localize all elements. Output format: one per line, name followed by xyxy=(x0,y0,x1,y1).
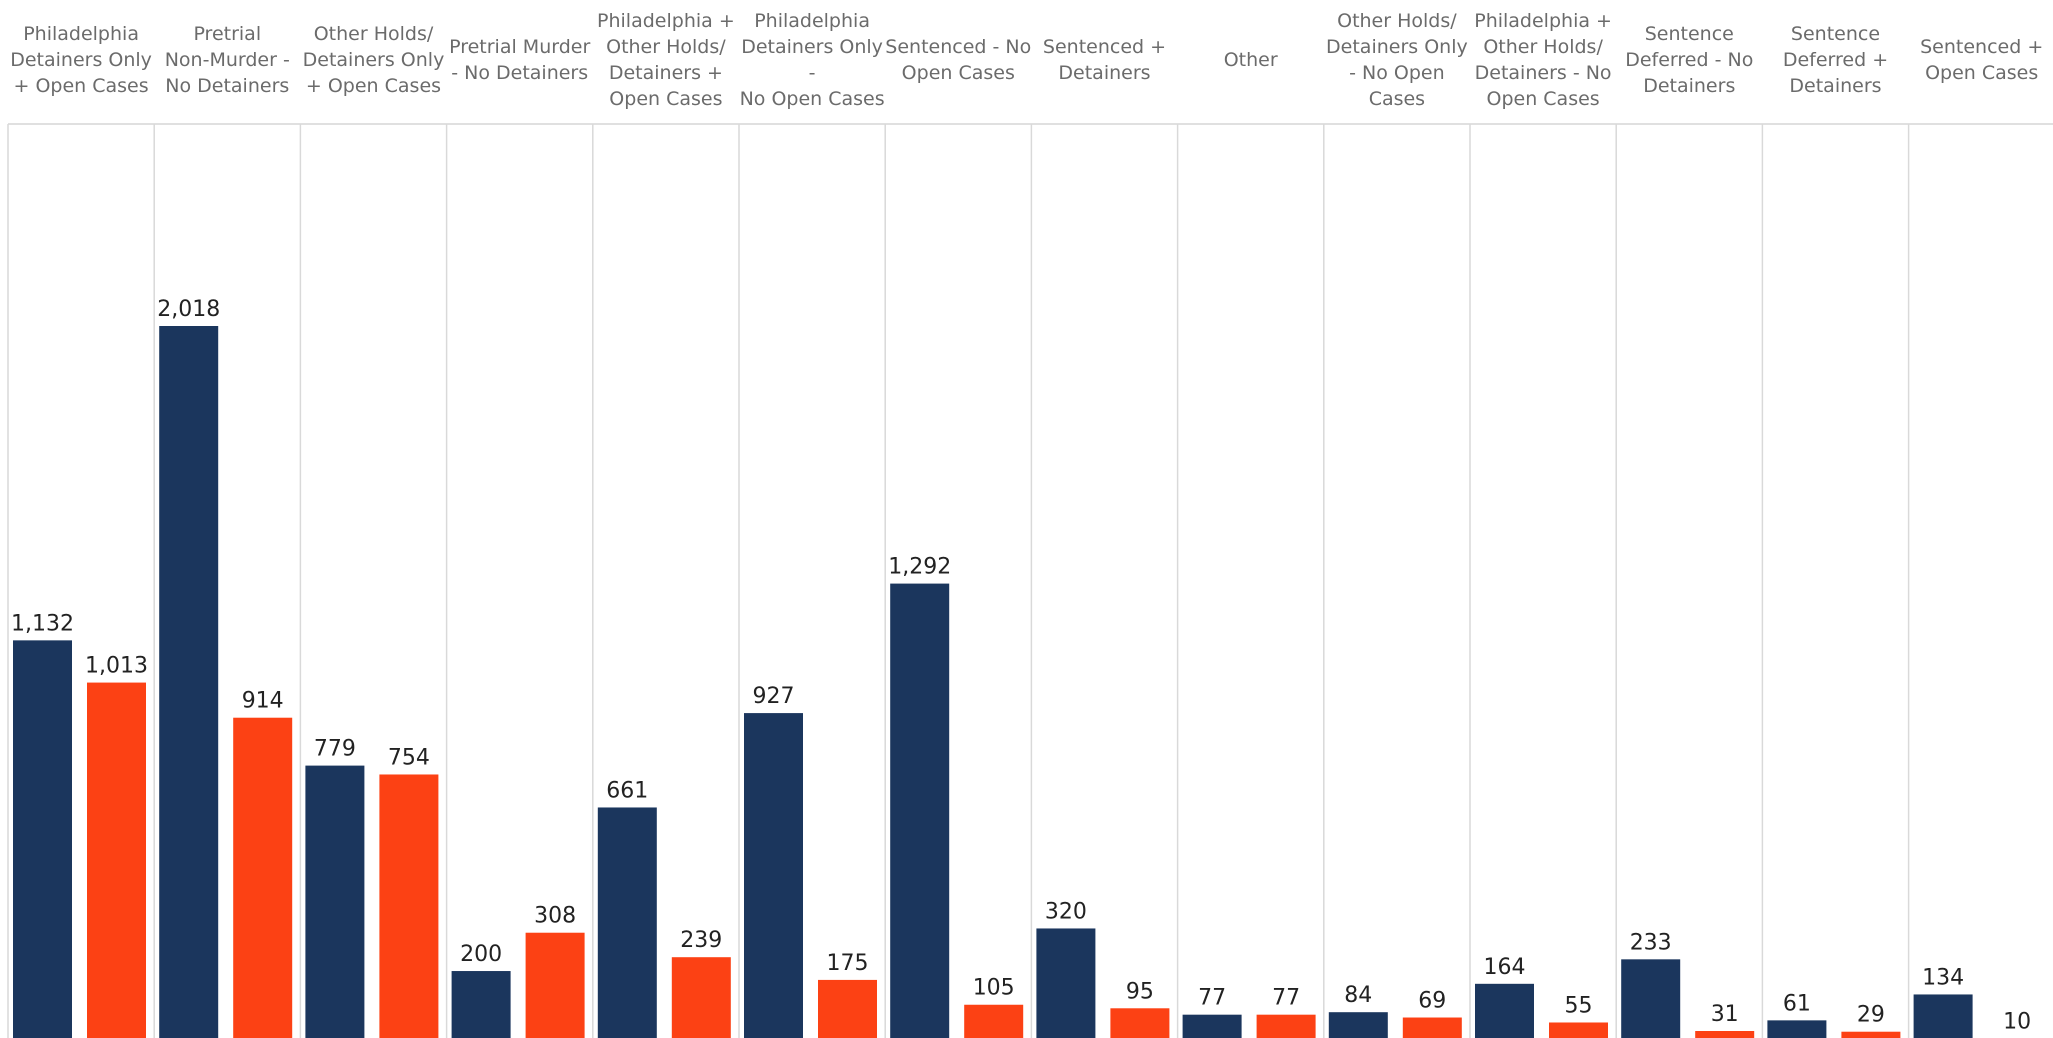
category-header: Sentence Deferred - No Detainers xyxy=(1616,0,1762,120)
bar xyxy=(1841,1031,1901,1038)
bar xyxy=(818,979,877,1038)
category-header: Other Holds/ Detainers Only - No Open Ca… xyxy=(1324,0,1470,120)
data-label: 239 xyxy=(680,928,722,953)
data-label: 2,018 xyxy=(157,297,220,322)
data-label: 308 xyxy=(534,904,576,929)
bar xyxy=(1256,1014,1316,1038)
bar xyxy=(525,932,585,1038)
data-label: 1,132 xyxy=(11,611,74,636)
bar xyxy=(964,1004,1024,1038)
category-header: Philadelphia + Other Holds/ Detainers - … xyxy=(1470,0,1616,120)
category-label: Philadelphia + Other Holds/ Detainers + … xyxy=(597,10,735,110)
data-label: 69 xyxy=(1418,989,1446,1014)
category-label: Sentence Deferred - No Detainers xyxy=(1625,23,1754,97)
data-label: 200 xyxy=(460,942,502,967)
category-header: Philadelphia + Other Holds/ Detainers + … xyxy=(593,0,739,120)
data-label: 754 xyxy=(388,745,430,770)
bar xyxy=(1036,928,1096,1038)
data-label: 29 xyxy=(1857,1003,1885,1028)
category-label: Philadelphia Detainers Only - No Open Ca… xyxy=(739,10,885,110)
bar xyxy=(451,971,511,1038)
bar xyxy=(305,765,365,1038)
data-label: 914 xyxy=(242,689,284,714)
category-header: Sentenced + Open Cases xyxy=(1909,0,2053,120)
bar xyxy=(890,583,950,1038)
category-header: Philadelphia Detainers Only - No Open Ca… xyxy=(739,0,885,120)
bar xyxy=(744,713,803,1038)
data-label: 55 xyxy=(1565,993,1593,1018)
bar xyxy=(87,682,146,1038)
bar xyxy=(1328,1012,1388,1038)
bar xyxy=(1402,1017,1462,1038)
data-label: 105 xyxy=(973,976,1015,1001)
category-label: Philadelphia + Other Holds/ Detainers - … xyxy=(1474,10,1612,110)
bar xyxy=(13,640,72,1038)
data-label: 661 xyxy=(606,778,648,803)
bar xyxy=(597,807,657,1038)
bar xyxy=(1549,1022,1608,1038)
category-header: Other Holds/ Detainers Only + Open Cases xyxy=(300,0,446,120)
category-label: Philadelphia Detainers Only + Open Cases xyxy=(10,23,152,97)
bar xyxy=(1621,959,1681,1038)
data-label: 1,292 xyxy=(888,555,951,580)
category-header: Sentenced - No Open Cases xyxy=(885,0,1031,120)
bar xyxy=(1913,994,1973,1038)
bar xyxy=(1695,1031,1755,1038)
data-label: 134 xyxy=(1922,965,1964,990)
data-label: 77 xyxy=(1272,986,1300,1011)
bar xyxy=(1110,1008,1170,1038)
category-label: Other Holds/ Detainers Only + Open Cases xyxy=(302,23,445,97)
bar xyxy=(233,717,293,1038)
data-label: 175 xyxy=(827,951,869,976)
category-label: Sentence Deferred + Detainers xyxy=(1782,23,1889,97)
data-label: 10 xyxy=(2003,1009,2031,1034)
bar xyxy=(1767,1020,1827,1038)
data-label: 927 xyxy=(753,684,795,709)
category-header: Sentence Deferred + Detainers xyxy=(1762,0,1908,120)
data-label: 95 xyxy=(1126,979,1154,1004)
data-label: 320 xyxy=(1045,899,1087,924)
data-label: 61 xyxy=(1783,991,1811,1016)
data-label: 31 xyxy=(1711,1002,1739,1027)
category-label: Sentenced - No Open Cases xyxy=(885,36,1032,84)
data-label: 77 xyxy=(1198,986,1226,1011)
category-header: Philadelphia Detainers Only + Open Cases xyxy=(8,0,154,120)
bar xyxy=(1182,1014,1242,1038)
data-label: 84 xyxy=(1344,983,1372,1008)
data-label: 164 xyxy=(1484,955,1526,980)
category-header: Sentenced + Detainers xyxy=(1031,0,1177,120)
bar xyxy=(1475,983,1534,1038)
category-label: Other Holds/ Detainers Only - No Open Ca… xyxy=(1326,10,1468,110)
category-header: Pretrial Non-Murder - No Detainers xyxy=(154,0,300,120)
bar xyxy=(159,326,219,1038)
category-label: Other xyxy=(1223,49,1278,71)
category-header: Other xyxy=(1178,0,1324,120)
category-header: Pretrial Murder - No Detainers xyxy=(447,0,593,120)
category-label: Sentenced + Detainers xyxy=(1042,36,1167,84)
bar xyxy=(671,957,731,1038)
data-label: 233 xyxy=(1630,930,1672,955)
category-label: Pretrial Murder - No Detainers xyxy=(449,36,591,84)
data-label: 779 xyxy=(314,737,356,762)
bar xyxy=(379,774,439,1038)
data-label: 1,013 xyxy=(85,654,148,679)
category-label: Sentenced + Open Cases xyxy=(1920,36,2044,84)
category-label: Pretrial Non-Murder - No Detainers xyxy=(164,23,290,97)
